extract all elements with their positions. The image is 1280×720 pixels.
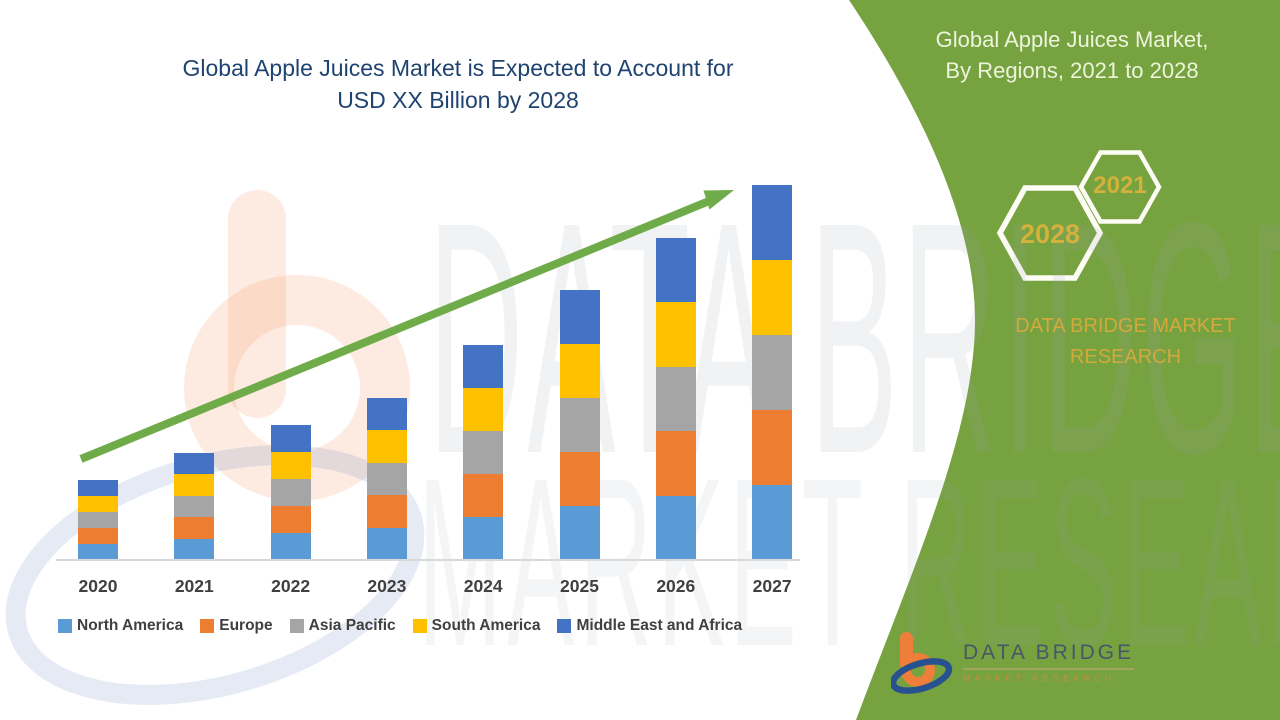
x-axis-label-2021: 2021 [174, 576, 214, 596]
bar-segment-asia-pacific [174, 495, 215, 517]
bar-2026 [655, 237, 696, 560]
chart-title: Global Apple Juices Market is Expected t… [110, 52, 806, 116]
x-axis-label-2024: 2024 [463, 576, 503, 596]
bar-segment-asia-pacific [655, 366, 696, 431]
bar-segment-south-america [559, 344, 600, 398]
bar-segment-europe [559, 452, 600, 506]
bar-segment-europe [463, 474, 504, 517]
bar-segment-asia-pacific [752, 335, 793, 410]
legend-swatch-icon [58, 619, 72, 633]
bar-segment-south-america [78, 496, 118, 512]
bar-segment-middle-east-and-africa [174, 452, 215, 474]
legend-item-europe: Europe [200, 617, 273, 635]
bar-segment-asia-pacific [463, 431, 504, 474]
bar-2027 [752, 185, 793, 560]
brand-text: DATA BRIDGE MARKET RESEARCH [1015, 315, 1236, 368]
bar-segment-middle-east-and-africa [559, 290, 600, 344]
bar-segment-middle-east-and-africa [655, 237, 696, 302]
bar-segment-north-america [752, 485, 793, 560]
trend-arrow-icon [79, 190, 734, 463]
legend-item-north-america: North America [58, 617, 183, 635]
legend-label: Asia Pacific [308, 617, 396, 634]
bar-2025 [559, 290, 600, 560]
side-panel-heading-line2: By Regions, 2021 to 2028 [945, 58, 1199, 83]
bar-segment-europe [174, 517, 215, 539]
bar-2022 [270, 425, 311, 560]
legend-label: Europe [219, 617, 273, 634]
bar-chart: 2020 2021 2022 2023 2024 2025 2026 2027 [78, 185, 793, 596]
bar-segment-south-america [655, 302, 696, 367]
legend-swatch-icon [200, 619, 215, 633]
side-panel-heading-line1: Global Apple Juices Market, [935, 27, 1209, 52]
legend-item-middle-east-and-africa: Middle East and Africa [557, 617, 742, 635]
legend-label: North America [77, 617, 184, 634]
bar-segment-north-america [463, 517, 504, 560]
legend-item-south-america: South America [412, 617, 541, 635]
x-axis-line [56, 559, 800, 561]
data-bridge-logo-icon [891, 632, 953, 694]
bar-segment-south-america [463, 388, 504, 431]
legend-label: South America [431, 617, 541, 634]
bar-2024 [463, 345, 504, 560]
bar-segment-europe [78, 528, 118, 544]
bar-segment-north-america [655, 495, 696, 560]
legend-swatch-icon [557, 619, 572, 633]
bar-segment-north-america [366, 527, 407, 560]
hexagon-2021-icon [1078, 150, 1162, 224]
footer-logo-name: DATA BRIDGE [963, 641, 1135, 664]
x-axis-label-2025: 2025 [560, 576, 599, 596]
bar-segment-middle-east-and-africa [78, 480, 118, 496]
x-axis-label-2020: 2020 [78, 576, 118, 596]
bar-segment-south-america [752, 260, 793, 335]
bar-segment-north-america [559, 506, 600, 560]
x-axis-label-2023: 2023 [367, 576, 407, 596]
footer-logo-rule [963, 668, 1135, 670]
bar-segment-europe [270, 506, 311, 533]
side-panel-heading: Global Apple Juices Market, By Regions, … [888, 24, 1256, 86]
bar-segment-south-america [174, 474, 215, 496]
footer-logo-subtitle: MARKET RESEARCH [963, 673, 1116, 683]
bar-segment-south-america [270, 452, 311, 479]
bar-segment-north-america [270, 533, 311, 560]
bar-segment-north-america [78, 544, 118, 560]
chart-title-line2: USD XX Billion by 2028 [337, 87, 579, 113]
bar-segment-asia-pacific [559, 398, 600, 452]
legend-item-asia-pacific: Asia Pacific [289, 617, 396, 635]
bar-segment-south-america [366, 430, 407, 463]
footer-logo: DATA BRIDGE MARKET RESEARCH [891, 630, 1135, 694]
legend-swatch-icon [412, 619, 427, 633]
bar-2020 [78, 480, 118, 560]
bar-segment-europe [655, 431, 696, 496]
side-panel-shape [849, 0, 1280, 720]
bar-segment-middle-east-and-africa [463, 345, 504, 388]
bar-segment-asia-pacific [270, 479, 311, 506]
bar-segment-middle-east-and-africa [366, 397, 407, 430]
hexagon-2021-label: 2021 [1093, 172, 1147, 199]
legend-swatch-icon [289, 619, 304, 633]
legend-label: Middle East and Africa [576, 617, 743, 634]
x-axis-label-2027: 2027 [752, 576, 792, 596]
hexagon-2028-icon [996, 185, 1104, 281]
bar-segment-north-america [174, 538, 215, 560]
x-axis-label-2026: 2026 [656, 576, 696, 596]
chart-title-line1: Global Apple Juices Market is Expected t… [182, 55, 734, 81]
bar-segment-middle-east-and-africa [752, 185, 793, 260]
hexagon-2028-label: 2028 [1019, 219, 1081, 249]
bar-segment-asia-pacific [78, 512, 118, 528]
bar-segment-europe [752, 410, 793, 485]
x-axis-label-2022: 2022 [271, 576, 311, 596]
bar-segment-asia-pacific [366, 462, 407, 495]
bar-segment-middle-east-and-africa [270, 425, 311, 452]
bar-2023 [366, 397, 407, 560]
chart-legend: North America Europe Asia Pacific South Ame… [58, 617, 742, 635]
bar-2021 [174, 452, 215, 560]
bar-segment-europe [366, 495, 407, 528]
